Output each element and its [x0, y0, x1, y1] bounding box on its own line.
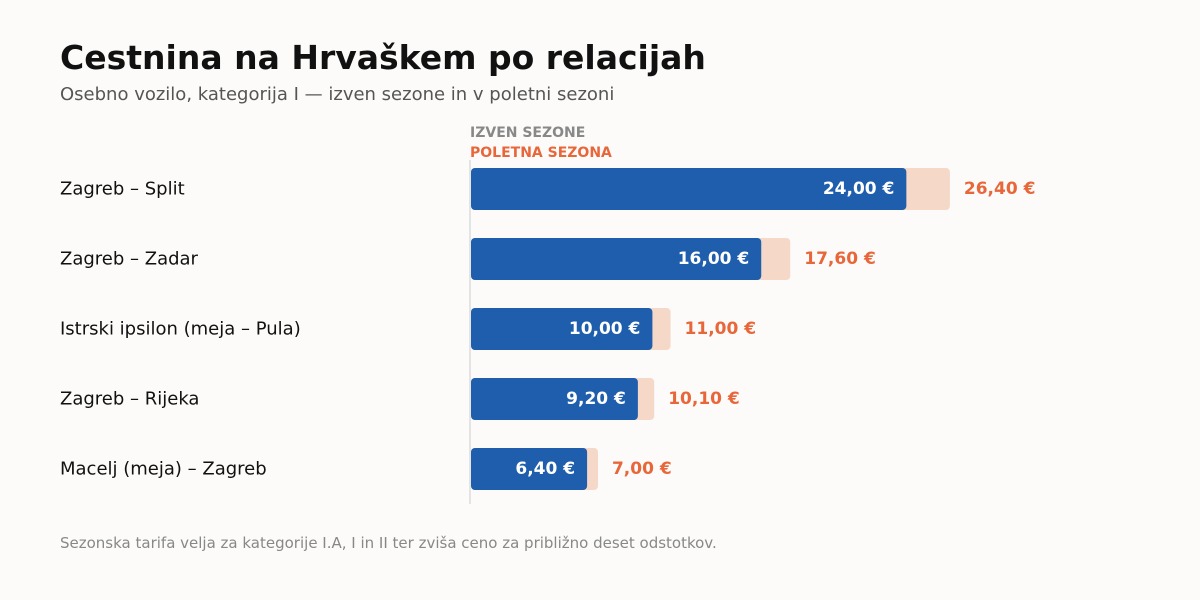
bar-off-season: [471, 238, 762, 280]
value-label-summer-season: 7,00 €: [612, 459, 672, 479]
value-label-off-season: 24,00 €: [823, 179, 895, 199]
value-label-off-season: 6,40 €: [515, 459, 575, 479]
route-label: Zagreb – Zadar: [60, 249, 199, 270]
value-label-off-season: 9,20 €: [566, 389, 626, 409]
legend-summer-season: POLETNA SEZONA: [470, 145, 612, 161]
legend-off-season: IZVEN SEZONE: [470, 125, 586, 141]
chart-footnote: Sezonska tarifa velja za kategorije I.A,…: [60, 534, 717, 552]
bar-off-season: [471, 308, 653, 350]
bar-off-season: [471, 448, 588, 490]
bar-off-season: [471, 378, 638, 420]
value-label-summer-season: 17,60 €: [804, 249, 876, 269]
value-label-summer-season: 11,00 €: [685, 319, 757, 339]
route-label: Zagreb – Rijeka: [60, 389, 199, 410]
value-label-summer-season: 10,10 €: [668, 389, 740, 409]
value-label-summer-season: 26,40 €: [964, 179, 1036, 199]
chart-title: Cestnina na Hrvaškem po relacijah: [60, 38, 706, 77]
route-label: Zagreb – Split: [60, 179, 185, 200]
value-label-off-season: 10,00 €: [569, 319, 641, 339]
chart-subtitle: Osebno vozilo, kategorija I — izven sezo…: [60, 84, 615, 105]
route-label: Macelj (meja) – Zagreb: [60, 459, 267, 480]
route-label: Istrski ipsilon (meja – Pula): [60, 319, 301, 340]
value-label-off-season: 16,00 €: [678, 249, 750, 269]
bar-off-season: [471, 168, 907, 210]
